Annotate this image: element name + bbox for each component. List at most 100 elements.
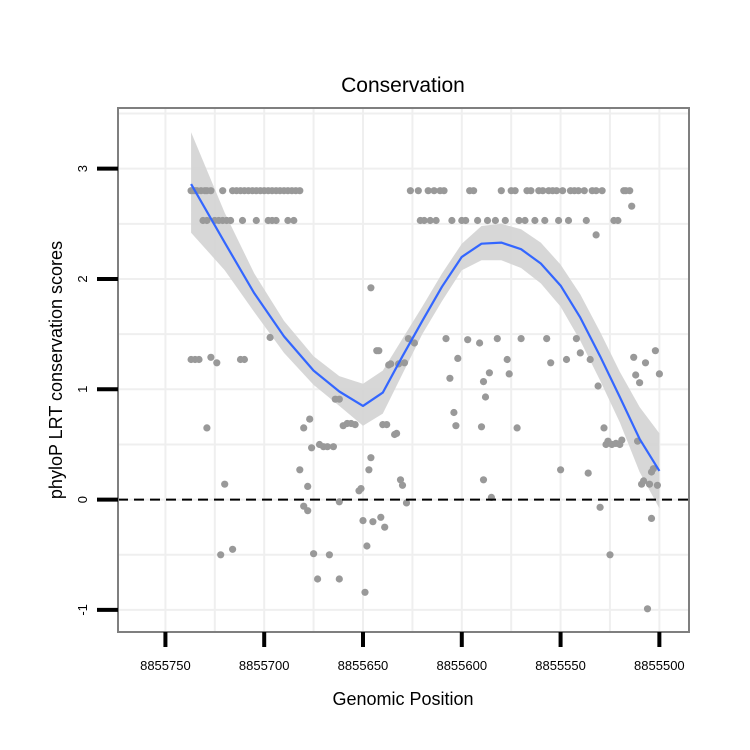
data-point xyxy=(596,503,604,511)
smooth-line xyxy=(190,183,661,472)
data-point xyxy=(304,482,312,490)
data-point xyxy=(483,216,492,225)
data-point xyxy=(367,284,375,292)
x-axis-title: Genomic Position xyxy=(332,689,473,709)
data-point xyxy=(387,360,395,368)
data-point xyxy=(335,395,343,403)
data-point xyxy=(195,355,203,364)
data-point xyxy=(375,347,383,355)
data-point xyxy=(381,523,389,531)
data-point xyxy=(393,429,401,437)
data-point xyxy=(426,216,434,225)
data-point xyxy=(325,551,333,559)
data-point xyxy=(557,466,565,474)
data-point xyxy=(284,216,292,225)
data-point xyxy=(594,382,602,390)
data-point xyxy=(207,353,215,361)
data-point xyxy=(335,575,343,583)
data-point xyxy=(229,545,237,553)
data-point xyxy=(497,187,505,195)
data-point xyxy=(351,421,359,429)
data-point xyxy=(398,481,407,489)
data-point xyxy=(377,513,385,521)
data-point xyxy=(335,498,343,506)
data-point xyxy=(440,187,448,195)
data-point xyxy=(584,469,592,477)
data-point xyxy=(252,216,260,225)
data-point xyxy=(606,551,614,559)
data-point xyxy=(618,436,626,444)
data-point xyxy=(452,422,460,430)
data-point xyxy=(491,216,499,225)
data-point xyxy=(369,518,377,526)
data-point xyxy=(479,476,488,484)
data-point xyxy=(572,335,581,343)
y-axis: -1 0 1 2 3 xyxy=(75,165,118,616)
data-points xyxy=(187,187,664,613)
chart-title: Conservation xyxy=(341,74,465,97)
data-point xyxy=(396,476,405,484)
data-point xyxy=(582,216,590,225)
data-point xyxy=(511,187,519,195)
y-tick-label: 1 xyxy=(75,386,90,393)
data-point xyxy=(402,499,411,507)
data-point xyxy=(367,454,375,462)
data-point xyxy=(406,187,414,195)
data-point xyxy=(414,187,422,195)
data-point xyxy=(600,424,608,432)
data-point xyxy=(640,477,648,485)
x-tick-label: 8855550 xyxy=(535,658,586,673)
data-point xyxy=(272,216,280,225)
data-point xyxy=(207,187,215,195)
data-point xyxy=(213,359,221,367)
data-point xyxy=(505,370,513,378)
data-point xyxy=(515,216,523,225)
x-tick-label: 8855650 xyxy=(338,658,389,673)
data-point xyxy=(420,216,428,225)
x-tick-label: 8855500 xyxy=(634,658,685,673)
data-point xyxy=(266,333,274,342)
data-point xyxy=(383,421,391,429)
y-tick-label: 3 xyxy=(75,165,90,172)
y-tick-label: -1 xyxy=(75,604,90,616)
data-point xyxy=(219,187,227,195)
data-point xyxy=(314,575,322,583)
data-point xyxy=(304,507,312,515)
data-point xyxy=(400,359,409,367)
data-point xyxy=(310,550,318,558)
data-point xyxy=(636,379,644,387)
data-point xyxy=(442,335,450,343)
data-point xyxy=(592,231,600,239)
data-point xyxy=(641,359,650,367)
data-point xyxy=(576,349,584,357)
data-point xyxy=(562,355,571,364)
data-point xyxy=(655,370,664,378)
data-point xyxy=(586,355,594,364)
data-point xyxy=(481,393,490,401)
y-tick-label: 2 xyxy=(75,275,90,282)
data-point xyxy=(645,480,654,488)
data-point xyxy=(464,336,472,344)
x-tick-label: 8855600 xyxy=(436,658,487,673)
data-point xyxy=(503,355,511,364)
data-point xyxy=(323,443,331,451)
data-point xyxy=(329,443,337,451)
data-point xyxy=(300,424,308,432)
data-point xyxy=(306,415,314,423)
data-point xyxy=(430,187,438,195)
data-point xyxy=(296,187,304,195)
data-point xyxy=(450,408,458,417)
data-point xyxy=(238,216,247,225)
x-tick-label: 8855750 xyxy=(140,658,191,673)
data-point xyxy=(628,202,636,210)
data-point xyxy=(649,465,658,473)
data-point xyxy=(203,424,211,432)
data-point xyxy=(501,216,509,225)
data-point xyxy=(424,187,432,195)
confidence-band xyxy=(191,132,660,509)
data-point xyxy=(454,354,462,362)
x-axis: 8855750 8855700 8855650 8855600 8855550 88555… xyxy=(118,631,689,673)
data-point xyxy=(221,480,229,488)
y-tick-label: 0 xyxy=(75,496,90,503)
data-point xyxy=(470,187,478,195)
